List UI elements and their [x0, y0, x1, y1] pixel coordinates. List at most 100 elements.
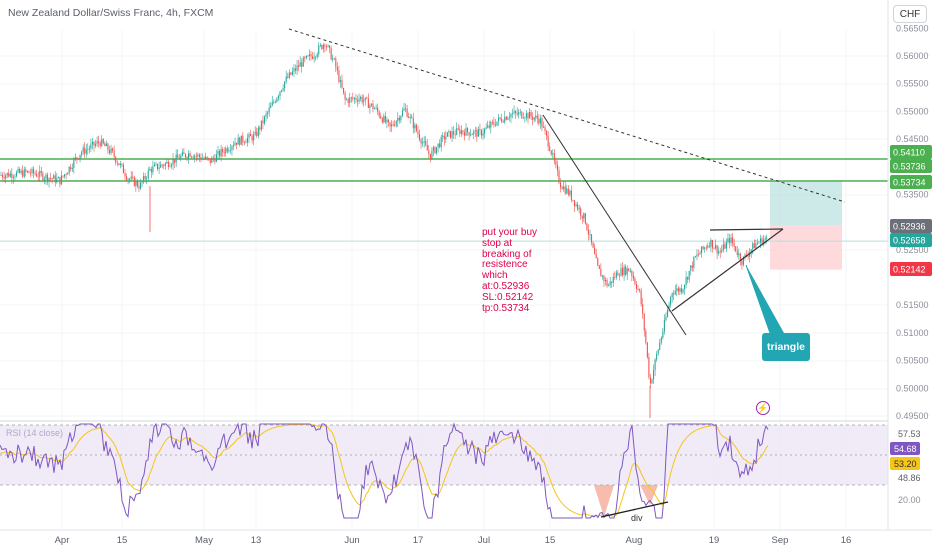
candle-body [550, 150, 552, 155]
candle-body [460, 130, 462, 134]
candle-body [660, 337, 662, 343]
candle-body [701, 246, 703, 253]
candle-body [39, 170, 41, 177]
candle-body [256, 131, 258, 136]
divergence-line[interactable] [600, 501, 669, 518]
triangle-top-line[interactable] [709, 228, 784, 231]
candle-body [370, 103, 372, 106]
candle-body [508, 117, 510, 119]
candle-body [181, 152, 183, 156]
candle-body [242, 135, 244, 143]
currency-button[interactable]: CHF [893, 5, 927, 23]
candle-body [313, 57, 315, 59]
candle-body [707, 245, 709, 248]
candle-body [699, 252, 701, 255]
candle-body [663, 319, 665, 332]
candle-body [451, 131, 453, 138]
candle-body [155, 163, 157, 165]
time-tick-label: Jun [344, 535, 359, 546]
candle-body [222, 149, 224, 153]
candle-body [567, 188, 569, 195]
candle-body [730, 237, 732, 243]
candle-body [595, 254, 597, 259]
candle-body [262, 120, 264, 124]
candle-body [394, 125, 396, 127]
candle-body [629, 271, 631, 272]
candle-body [654, 359, 656, 370]
candle-body [488, 125, 490, 128]
candle-body [547, 135, 549, 147]
candle-body [248, 133, 250, 138]
price-tick-label: 0.56500 [896, 23, 929, 33]
candle-body [465, 127, 467, 136]
time-tick-label: Apr [55, 535, 70, 546]
candle-body [710, 239, 712, 247]
candle-body [428, 150, 430, 154]
rsi-value-label: 54.68 [894, 444, 917, 454]
descending-trendline[interactable] [288, 28, 846, 203]
candle-body [189, 153, 191, 157]
candle-body [77, 158, 80, 160]
candle-body [724, 244, 726, 249]
candle-body [198, 154, 200, 158]
candle-body [620, 268, 622, 276]
candle-body [539, 118, 541, 124]
rsi-tick-label: 20.00 [898, 495, 921, 505]
candle-body [432, 147, 434, 151]
candle-body [350, 97, 352, 99]
flash-icon[interactable]: ⚡ [756, 401, 770, 415]
candle-body [281, 90, 283, 92]
candle-body [380, 116, 382, 119]
candle-body [622, 268, 624, 276]
candle-body [157, 163, 159, 170]
candle-body [480, 130, 483, 136]
candle-body [234, 142, 236, 146]
candle-body [490, 121, 492, 128]
candle-body [564, 186, 566, 194]
candle-body [628, 268, 630, 272]
price-tag [890, 145, 932, 159]
candle-body [74, 157, 76, 160]
candle-body [57, 177, 59, 179]
candle-body [439, 143, 441, 148]
candle-body [747, 256, 749, 257]
candle-body [422, 142, 424, 144]
candle-body [569, 190, 571, 195]
candle-body [721, 250, 723, 253]
candle-body [273, 101, 275, 103]
candle-body [184, 154, 186, 158]
candle-body [88, 148, 90, 150]
candle-body [172, 158, 174, 165]
candle-body [361, 96, 363, 103]
downtrend-line[interactable] [542, 114, 687, 336]
candle-body [316, 54, 318, 57]
candle-body [250, 133, 252, 137]
candle-body [152, 166, 154, 173]
candle-body [386, 119, 388, 123]
candle-body [367, 98, 369, 109]
candle-body [719, 251, 721, 253]
triangle-bottom-line[interactable] [671, 228, 784, 312]
candle-body [360, 96, 362, 99]
price-tag [890, 262, 932, 276]
candle-body [81, 152, 83, 155]
candle-body [133, 177, 135, 186]
candles [0, 42, 768, 418]
price-tick-label: 0.51000 [896, 328, 929, 338]
candle-body [711, 239, 713, 249]
candle-body [194, 155, 196, 158]
candle-body [651, 379, 653, 384]
trade-note: put your buy stop at breaking of resiste… [482, 227, 538, 314]
candle-body [355, 97, 357, 101]
candle-body [501, 118, 503, 122]
candle-body [102, 139, 104, 144]
candle-body [612, 276, 614, 283]
candle-body [84, 147, 86, 154]
candle-body [197, 154, 199, 156]
triangle-callout[interactable]: triangle [762, 333, 810, 361]
candle-body [437, 143, 439, 148]
candle-body [25, 169, 27, 172]
rsi-line [0, 422, 769, 519]
candle-body [496, 121, 498, 126]
candle-body [223, 152, 225, 154]
